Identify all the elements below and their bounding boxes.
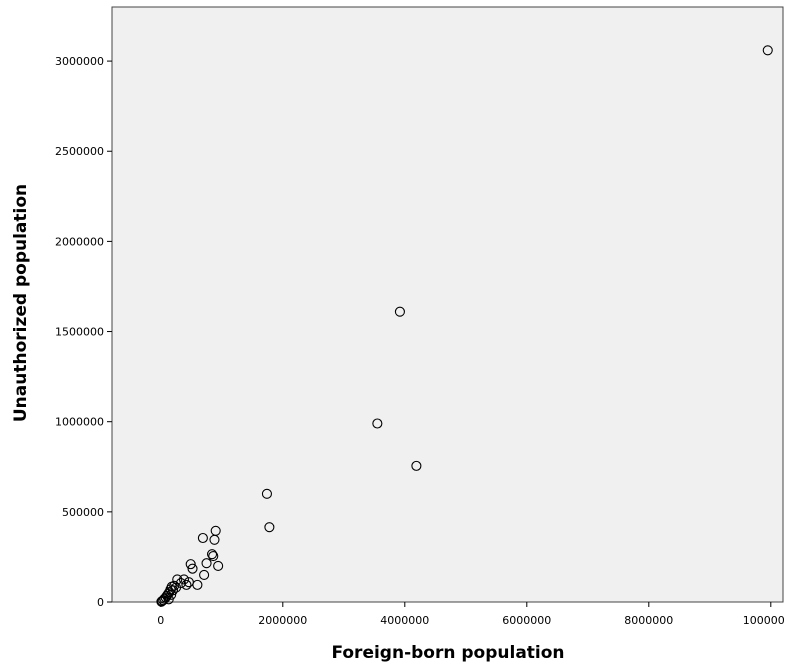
x-tick-label: 0 xyxy=(157,614,164,627)
y-tick-label: 1000000 xyxy=(55,416,104,429)
data-point xyxy=(208,550,219,562)
x-axis-ticks: 0 2000000 4000000 6000000 8000000 10000000 xyxy=(157,602,785,627)
data-point xyxy=(192,579,203,590)
data-point xyxy=(372,418,383,429)
data-point xyxy=(187,563,198,574)
data-point xyxy=(394,306,405,317)
data-point xyxy=(213,560,224,571)
x-tick-label: 4000000 xyxy=(380,614,429,627)
data-point xyxy=(206,549,218,560)
y-tick-label: 3000000 xyxy=(55,55,104,68)
data-point xyxy=(172,574,183,585)
y-tick-label: 2000000 xyxy=(55,235,104,248)
data-point xyxy=(411,460,422,471)
data-point xyxy=(264,522,275,533)
data-point xyxy=(762,45,773,56)
plot-area xyxy=(111,6,784,603)
data-point xyxy=(199,569,210,581)
y-axis-title: Unauthorized population xyxy=(11,184,31,422)
data-point xyxy=(197,532,208,544)
y-tick-label: 1500000 xyxy=(55,326,104,339)
y-tick-label: 500000 xyxy=(62,506,104,519)
data-point xyxy=(156,596,167,607)
data-point xyxy=(163,594,174,605)
data-point xyxy=(261,488,272,499)
data-point xyxy=(201,558,212,569)
y-tick-label: 2500000 xyxy=(55,145,104,158)
data-point xyxy=(178,574,190,585)
x-tick-label: 10000000 xyxy=(743,614,785,627)
data-point xyxy=(158,595,169,606)
data-point xyxy=(181,579,192,590)
x-tick-label: 8000000 xyxy=(624,614,673,627)
x-axis-title: Foreign-born population xyxy=(331,643,564,663)
data-points xyxy=(156,45,773,607)
y-axis-ticks: 0 500000 1000000 1500000 2000000 2500000 30000… xyxy=(55,55,112,609)
x-tick-label: 6000000 xyxy=(502,614,551,627)
data-point xyxy=(185,559,196,570)
x-tick-label: 2000000 xyxy=(258,614,307,627)
data-point xyxy=(159,593,170,604)
data-point xyxy=(209,534,220,545)
y-tick-label: 0 xyxy=(97,596,104,609)
